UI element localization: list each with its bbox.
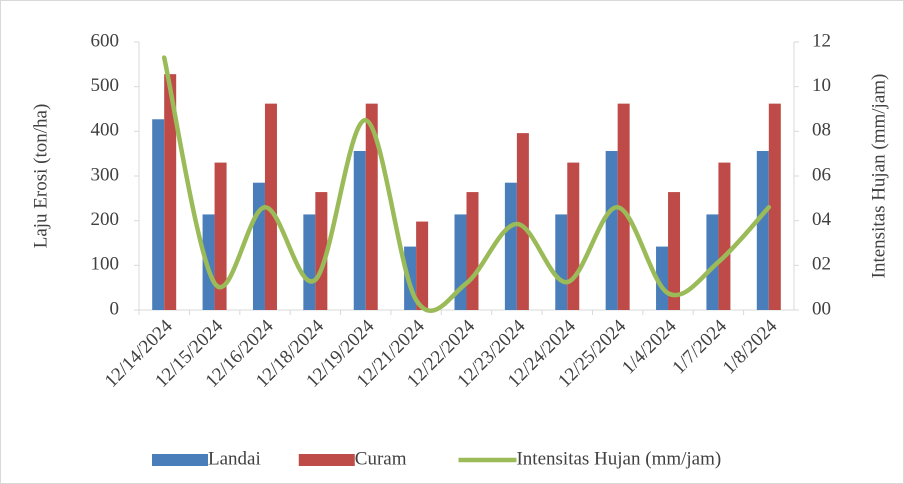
bar [303, 214, 316, 310]
bar [152, 119, 165, 310]
y2-tick-label: 08 [812, 120, 831, 141]
y2-tick-label: 04 [812, 209, 832, 230]
bar [605, 150, 618, 310]
legend-swatch [152, 454, 208, 466]
bar [504, 182, 517, 310]
bar [668, 192, 681, 310]
bar [202, 214, 215, 310]
y-tick-label: 600 [91, 30, 120, 51]
bar [214, 162, 227, 310]
y-tick-label: 0 [110, 298, 120, 319]
bar [516, 133, 529, 310]
bar [656, 246, 669, 310]
y2-tick-label: 02 [812, 254, 831, 275]
y-tick-label: 300 [91, 164, 120, 185]
y2-tick-label: 10 [812, 75, 831, 96]
bar [756, 150, 769, 310]
legend-swatch [298, 454, 355, 466]
y2-tick-label: 00 [812, 298, 831, 319]
bar [365, 103, 378, 310]
bar [466, 192, 479, 310]
y-tick-label: 200 [91, 209, 120, 230]
bar [617, 103, 630, 310]
bar [164, 74, 177, 310]
y-tick-label: 100 [91, 254, 120, 275]
bar [567, 162, 580, 310]
line [161, 55, 772, 313]
y2-tick-label: 12 [812, 30, 831, 51]
legend-label: Landai [208, 448, 261, 469]
bar [252, 182, 265, 310]
y-axis-title: Laju Erosi (ton/ha) [30, 104, 51, 249]
bar [416, 221, 429, 310]
y2-tick-label: 06 [812, 164, 831, 185]
bar [706, 214, 719, 310]
bar [353, 150, 366, 310]
bar [555, 214, 568, 310]
y-tick-label: 400 [91, 120, 120, 141]
y2-axis-title: Intensitas Hujan (mm/jam) [868, 74, 889, 279]
bar [264, 103, 277, 310]
bar [718, 162, 731, 310]
bar [768, 103, 781, 310]
legend-label: Intensitas Hujan (mm/jam) [516, 448, 721, 469]
y-tick-label: 500 [91, 75, 120, 96]
bar [315, 192, 328, 310]
legend-label: Curam [355, 448, 407, 469]
